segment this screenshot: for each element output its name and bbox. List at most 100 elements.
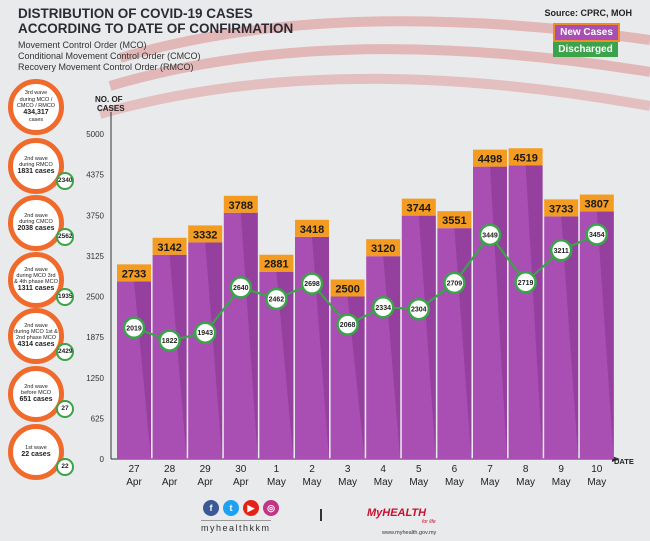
wave-text: 1st wave (25, 444, 47, 451)
wave-circle-mco-3-4: 2nd wave during MCO 3rd & 4th phase MCO … (8, 252, 64, 308)
x-tick-month: Apr (197, 477, 213, 488)
bar-value-label: 3551 (442, 215, 466, 227)
youtube-icon[interactable]: ▶ (243, 500, 259, 516)
bar (188, 242, 223, 459)
wave-discharged-badge: 2429 (56, 343, 74, 361)
bar-shade (240, 212, 258, 459)
wave-count: 4314 cases (17, 341, 55, 349)
discharged-point (478, 223, 502, 247)
bar-value-label: 3120 (371, 243, 395, 255)
bar-shade (525, 165, 543, 459)
facebook-icon[interactable]: f (203, 500, 219, 516)
bar-shade (418, 215, 436, 459)
wave-count: 2038 cases (17, 225, 55, 233)
wave-text: 2nd phase MCO (15, 335, 57, 342)
discharged-point (514, 271, 537, 294)
x-axis-arrow-icon (612, 456, 620, 462)
title-line-1: DISTRIBUTION OF COVID-19 CASES (18, 6, 253, 21)
x-tick-month: Apr (126, 477, 142, 488)
x-tick-month: May (267, 477, 286, 488)
wave-text: during CMCO (19, 219, 53, 225)
subtitle-mco: Movement Control Order (MCO) (18, 40, 147, 50)
bar (223, 212, 258, 459)
bar-shade (276, 271, 294, 459)
x-tick-day: 30 (235, 464, 247, 475)
wave-circle-1st: 1st wave 22 cases (8, 424, 64, 480)
footer-divider (320, 509, 322, 521)
bar-shade (205, 242, 223, 459)
bar-value-label: 4498 (478, 154, 502, 166)
bar (401, 215, 436, 459)
wave-discharged-badge: 27 (56, 400, 74, 418)
discharged-point (549, 239, 573, 262)
legend-new-cases: New Cases (553, 23, 620, 42)
bar-value-label: 3332 (193, 229, 217, 241)
wave-text: before MCO (21, 390, 51, 396)
bar (508, 165, 543, 459)
bar-shade (561, 216, 579, 459)
discharged-point (193, 321, 217, 344)
bar-label-bg (401, 198, 436, 216)
x-tick-day: 29 (200, 464, 212, 475)
discharged-value-label: 2019 (126, 325, 142, 332)
discharged-point (443, 271, 466, 295)
y-tick-label: 1875 (86, 333, 104, 342)
discharged-point (585, 223, 609, 246)
bar-label-bg (473, 149, 507, 167)
discharged-value-label: 2304 (411, 307, 427, 314)
x-tick-day: 3 (345, 464, 351, 475)
wave-circle-rmco: 2nd wave during RMCO 1831 cases (8, 138, 64, 194)
y-tick-label: 2500 (86, 293, 104, 302)
x-axis-label: DATE (614, 457, 634, 466)
wave-discharged-badge: 1935 (56, 288, 74, 306)
bar-label-bg (295, 219, 329, 237)
y-tick-label: 3125 (86, 252, 104, 261)
wave-circle-before-mco: 2nd wave before MCO 651 cases (8, 366, 64, 422)
wave-count: 651 cases (19, 396, 53, 404)
myhealth-logo: MyHEALTH (367, 507, 427, 519)
bar-value-label: 3788 (229, 200, 253, 212)
bar-label-bg (508, 148, 543, 166)
subtitle-block: Movement Control Order (MCO) Conditional… (18, 40, 201, 73)
x-tick-month: Apr (162, 477, 178, 488)
wave-text: 2nd wave (24, 383, 48, 390)
bar-value-label: 3142 (157, 242, 181, 254)
legend-discharged: Discharged (553, 42, 618, 57)
discharged-point (158, 329, 181, 352)
x-tick-day: 5 (416, 464, 422, 475)
bar-label-bg (437, 211, 472, 229)
discharged-value-label: 2640 (233, 285, 249, 292)
x-tick-month: May (338, 477, 357, 488)
bar-shade (134, 281, 151, 459)
x-tick-day: 28 (164, 464, 176, 475)
instagram-icon[interactable]: ◎ (263, 500, 279, 516)
bar-value-label: 3744 (407, 203, 432, 215)
bar-label-bg (188, 225, 223, 243)
bar-label-bg (152, 237, 187, 255)
y-tick-label: 3750 (86, 211, 104, 220)
discharged-point (371, 296, 395, 319)
discharged-value-label: 2334 (375, 305, 391, 312)
wave-count: 1311 cases (17, 285, 55, 293)
bar-value-label: 2733 (122, 268, 146, 280)
wave-text: during RMCO (19, 162, 53, 168)
y-axis-label: CASES (97, 104, 125, 113)
subtitle-cmco: Conditional Movement Control Order (CMCO… (18, 51, 201, 61)
x-tick-day: 9 (558, 464, 564, 475)
wave-circle-3rd: 3rd wave during MCO / CMCO / RMCO 434,31… (8, 79, 64, 135)
bar-value-label: 3418 (300, 224, 324, 236)
wave-text: during MCO 1st & (14, 328, 58, 335)
x-tick-day: 7 (487, 464, 493, 475)
bar (579, 211, 614, 459)
wave-count: 1831 cases (17, 168, 55, 176)
bar-label-bg (117, 264, 151, 282)
wave-text: CMCO / RMCO (16, 103, 56, 109)
x-tick-day: 10 (591, 464, 603, 475)
wave-discharged-badge: 22 (56, 458, 74, 476)
twitter-icon[interactable]: t (223, 500, 239, 516)
y-tick-label: 5000 (86, 130, 104, 139)
discharged-point (407, 297, 431, 321)
wave-count: 434,317 (23, 109, 49, 117)
